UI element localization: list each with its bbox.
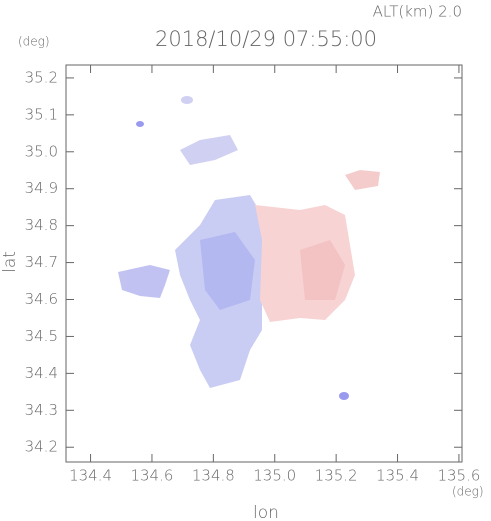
y-tick-label: 34.9 [25, 179, 58, 197]
chart-title: 2018/10/29 07:55:00 [155, 27, 377, 51]
x-tick-label: 135.4 [376, 467, 419, 485]
y-tick-label: 35.0 [25, 142, 58, 160]
chart-subtitle: ALT(km) 2.0 [373, 3, 462, 21]
echo-red [300, 240, 345, 300]
y-tick-label: 34.4 [25, 364, 58, 382]
y-tick-label: 34.6 [25, 290, 58, 308]
y-unit: (deg) [18, 35, 50, 49]
echo-blue [181, 96, 193, 104]
echo-blue [136, 121, 144, 127]
y-tick-label: 35.2 [25, 68, 58, 86]
y-tick-label: 34.3 [25, 401, 58, 419]
x-tick-label: 135.6 [437, 467, 480, 485]
echo-blue [118, 265, 170, 298]
y-tick-label: 35.1 [25, 105, 58, 123]
echo-red [345, 170, 380, 190]
x-tick-label: 135.0 [253, 467, 296, 485]
x-tick-label: 134.6 [130, 467, 173, 485]
x-tick-label: 134.4 [69, 467, 112, 485]
x-tick-label: 135.2 [315, 467, 358, 485]
x-tick-label: 134.8 [192, 467, 235, 485]
x-unit: (deg) [452, 485, 484, 499]
plot-frame [65, 64, 463, 463]
y-tick-label: 34.8 [25, 216, 58, 234]
x-axis-label: lon [253, 503, 279, 521]
echo-field [118, 96, 380, 400]
echo-blue [200, 232, 255, 310]
y-axis-label: lat [0, 251, 20, 273]
y-tick-label: 34.2 [25, 438, 58, 456]
echo-blue [180, 135, 238, 165]
y-tick-label: 34.5 [25, 327, 58, 345]
y-tick-label: 34.7 [25, 253, 58, 271]
echo-blue [339, 392, 349, 400]
